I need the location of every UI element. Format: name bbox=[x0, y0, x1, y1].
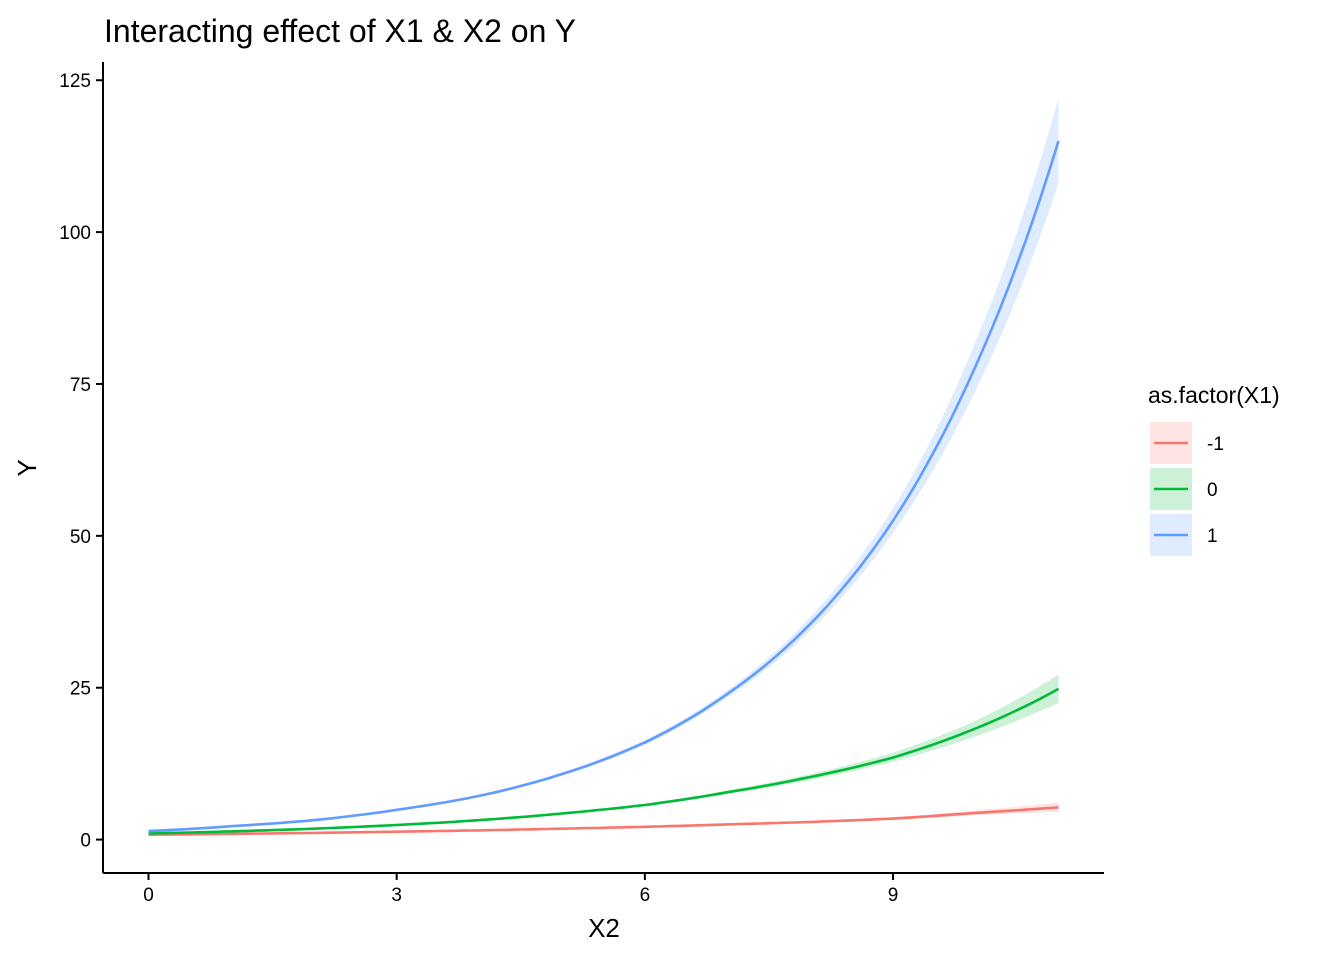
y-tick-label: 125 bbox=[59, 71, 91, 92]
line-series--1 bbox=[148, 806, 1059, 836]
x-tick-label: 3 bbox=[391, 885, 402, 906]
y-tick-label: 75 bbox=[70, 375, 91, 396]
y-tick-label: 50 bbox=[70, 527, 91, 548]
legend-label: 0 bbox=[1207, 480, 1218, 501]
legend: as.factor(X1) -1 0 1 bbox=[1148, 382, 1280, 556]
y-tick-label: 100 bbox=[59, 223, 91, 244]
legend-label: 1 bbox=[1207, 526, 1218, 547]
x-tick-label: 0 bbox=[143, 885, 154, 906]
x-tick-label: 6 bbox=[640, 885, 651, 906]
axes: 0 3 6 9 0 25 50 75 100 125 bbox=[59, 62, 1104, 906]
series-lines bbox=[148, 140, 1060, 836]
line-series-1 bbox=[148, 140, 1060, 833]
x-tick-label: 9 bbox=[888, 885, 899, 906]
legend-title: as.factor(X1) bbox=[1148, 382, 1280, 408]
x-axis-title: X2 bbox=[588, 913, 620, 943]
chart-title: Interacting effect of X1 & X2 on Y bbox=[104, 13, 576, 49]
line-series-0 bbox=[148, 687, 1060, 835]
band-series-1 bbox=[148, 98, 1059, 833]
y-tick-label: 25 bbox=[70, 679, 91, 700]
confidence-bands bbox=[148, 98, 1059, 836]
y-tick-label: 0 bbox=[80, 831, 91, 852]
y-axis-title: Y bbox=[12, 459, 42, 476]
legend-label: -1 bbox=[1207, 434, 1224, 455]
